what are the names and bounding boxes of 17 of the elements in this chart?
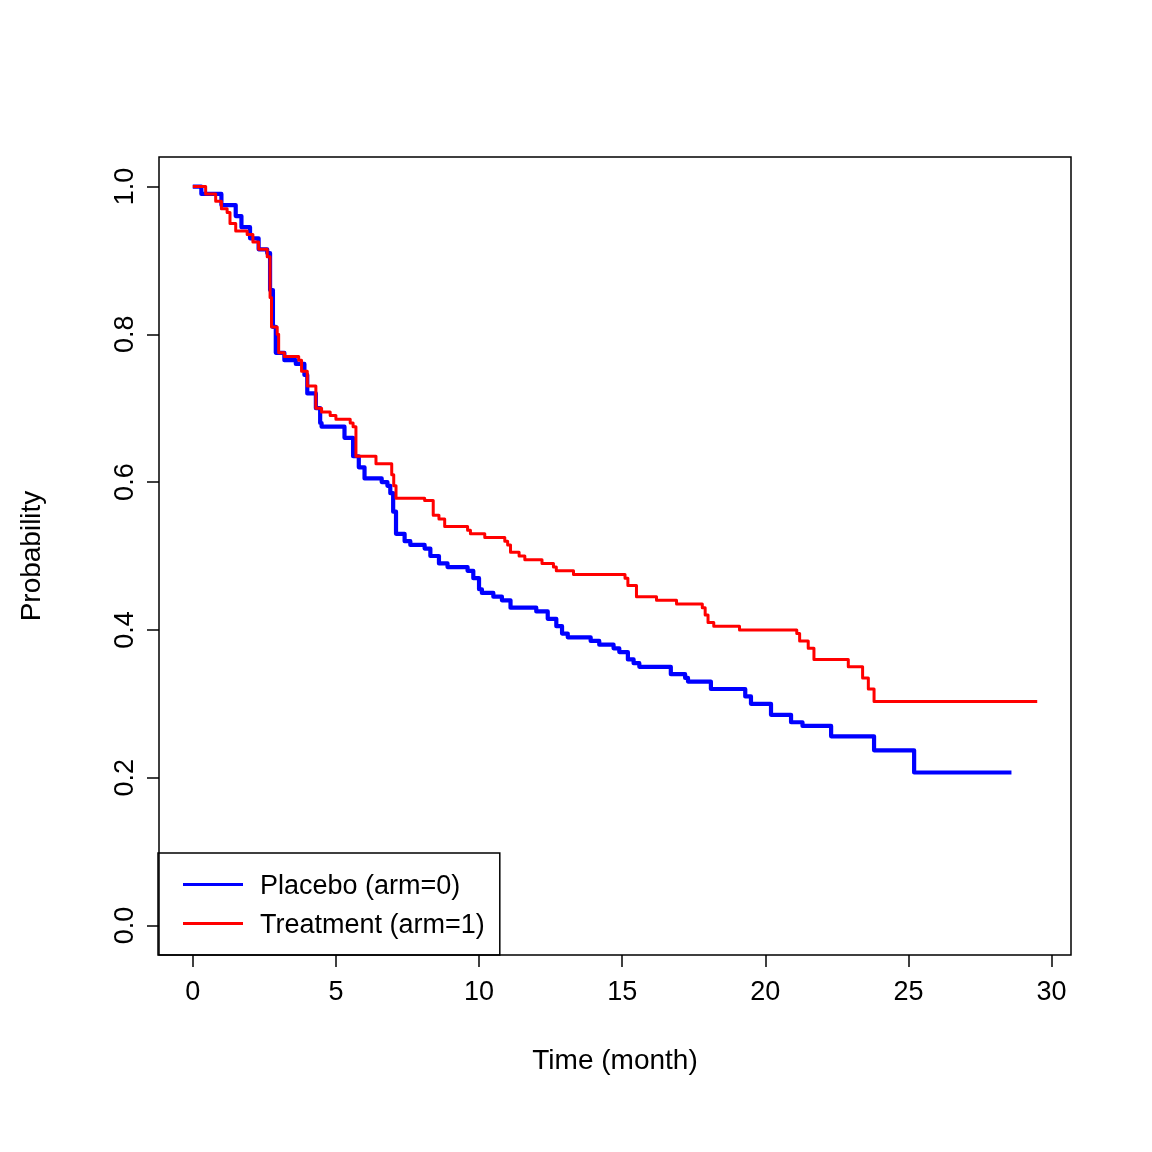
x-axis-title: Time (month) [532, 1043, 698, 1075]
x-tick-label: 25 [893, 975, 924, 1006]
y-tick-label: 0.8 [108, 315, 139, 354]
y-tick-label: 0.6 [108, 463, 139, 501]
legend-label: Placebo (arm=0) [260, 869, 461, 900]
x-tick-label: 0 [185, 975, 201, 1006]
y-tick-label: 0.4 [108, 611, 139, 649]
x-tick-label: 10 [464, 975, 495, 1006]
legend-label: Treatment (arm=1) [260, 908, 485, 939]
y-tick-label: 0.2 [108, 758, 139, 797]
x-tick-label: 30 [1036, 975, 1067, 1006]
y-tick-label: 0.0 [108, 906, 139, 945]
x-tick-label: 5 [328, 975, 344, 1006]
y-tick-label: 1.0 [108, 167, 139, 206]
x-tick-label: 20 [750, 975, 781, 1006]
y-axis-title: Probability [14, 490, 46, 622]
x-tick-label: 15 [607, 975, 638, 1006]
